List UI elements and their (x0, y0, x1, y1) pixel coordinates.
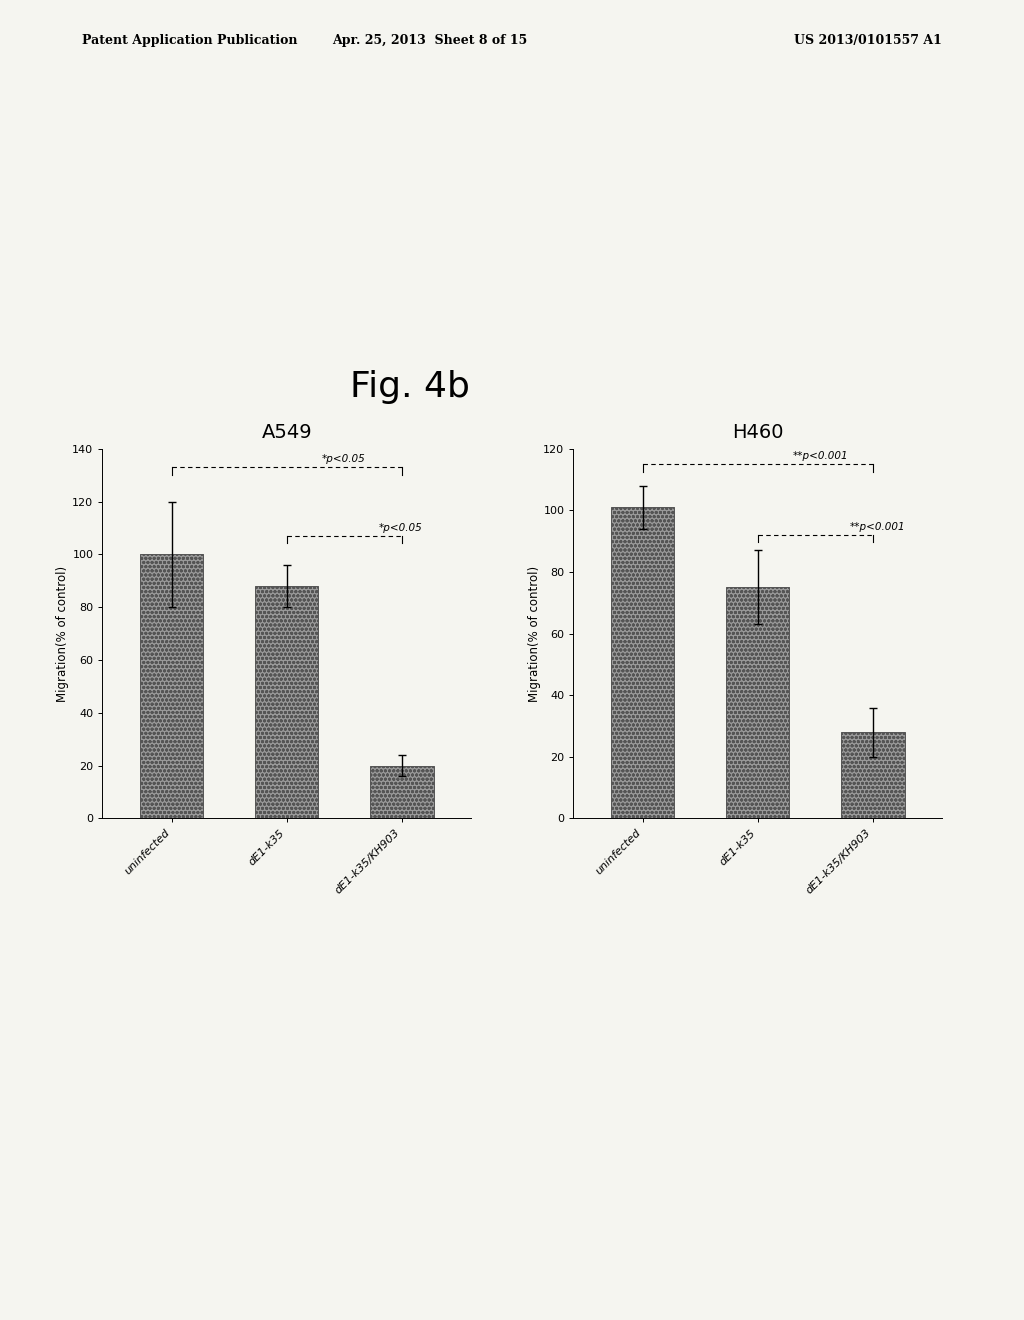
Text: Apr. 25, 2013  Sheet 8 of 15: Apr. 25, 2013 Sheet 8 of 15 (333, 34, 527, 48)
Bar (842, 733, 904, 818)
Text: *p<0.05: *p<0.05 (379, 523, 423, 533)
Y-axis label: Migration(% of control): Migration(% of control) (527, 565, 541, 702)
Bar (371, 766, 433, 818)
Text: **p<0.001: **p<0.001 (793, 451, 848, 461)
Title: A549: A549 (261, 422, 312, 442)
Y-axis label: Migration(% of control): Migration(% of control) (56, 565, 70, 702)
Text: **p<0.001: **p<0.001 (850, 523, 905, 532)
Text: Patent Application Publication: Patent Application Publication (82, 34, 297, 48)
Bar (611, 507, 674, 818)
Text: *p<0.05: *p<0.05 (322, 454, 365, 465)
Bar (255, 586, 318, 818)
Bar (140, 554, 203, 818)
Bar (726, 587, 790, 818)
Text: US 2013/0101557 A1: US 2013/0101557 A1 (795, 34, 942, 48)
Text: Fig. 4b: Fig. 4b (349, 370, 470, 404)
Title: H460: H460 (732, 422, 783, 442)
